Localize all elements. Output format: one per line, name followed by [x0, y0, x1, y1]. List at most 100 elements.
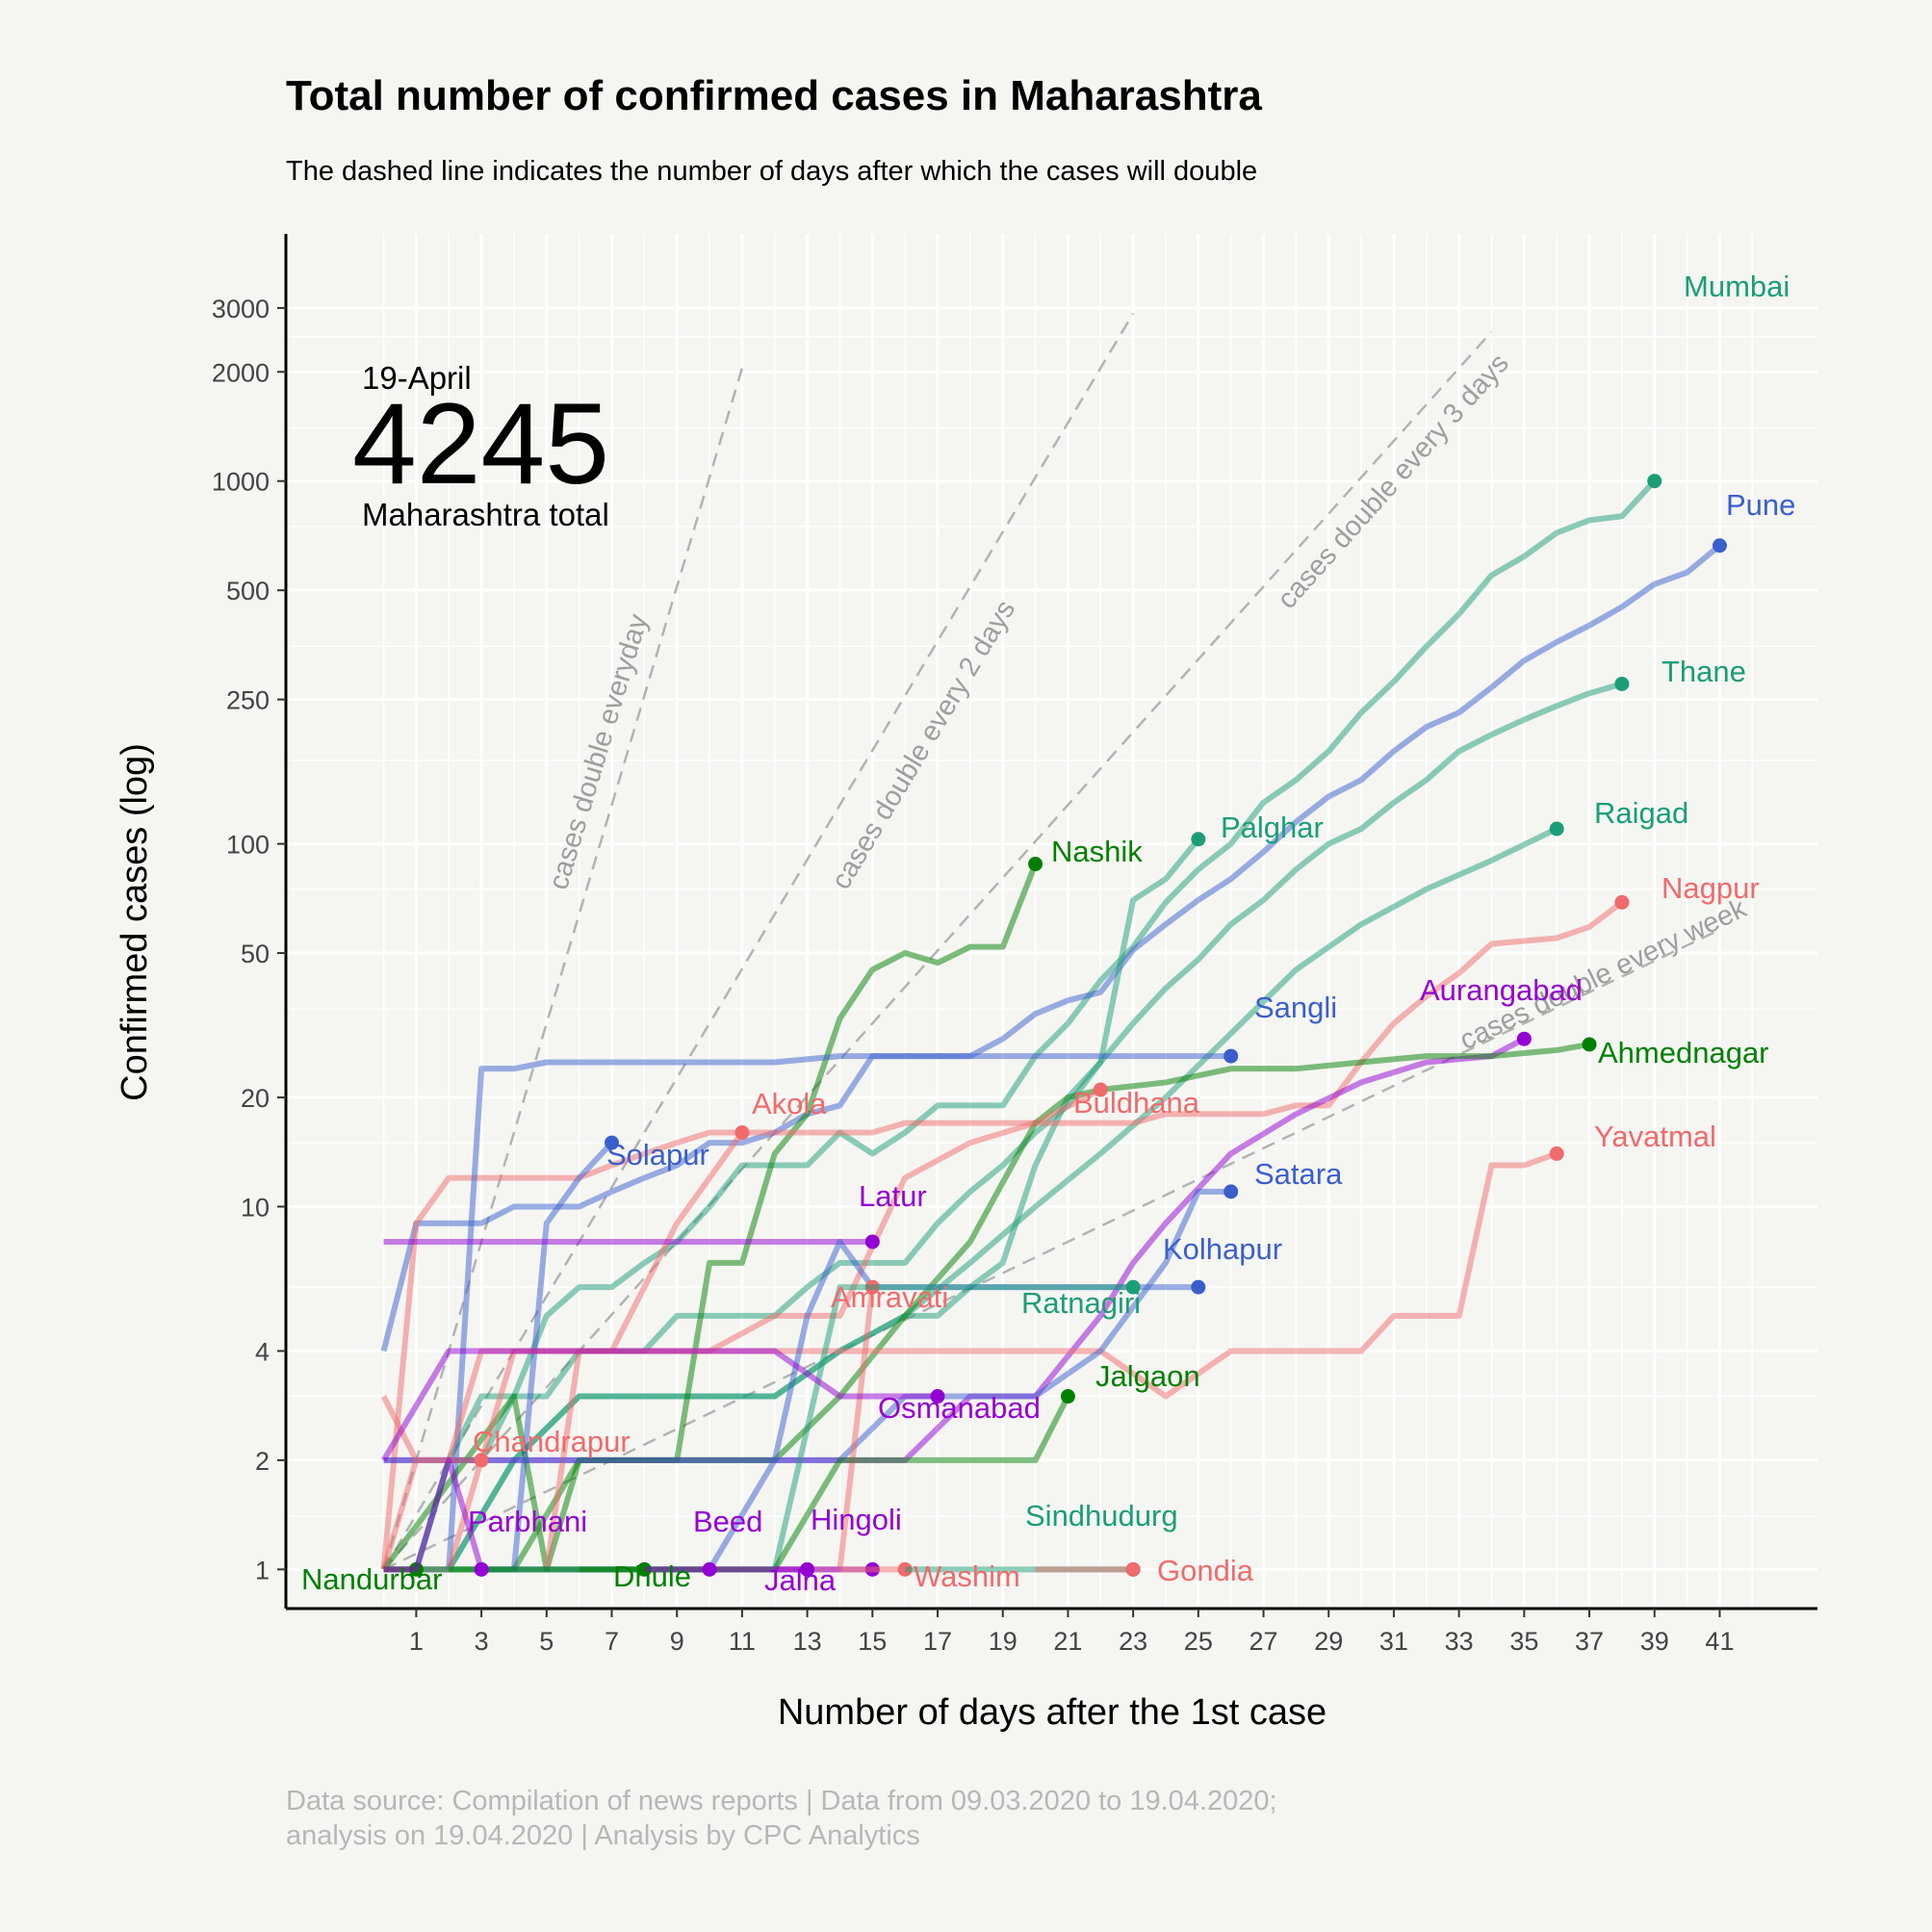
series-endpoint-raigad: [1549, 821, 1564, 837]
y-tick-label: 500: [226, 577, 270, 605]
y-tick-label: 1: [255, 1556, 270, 1584]
y-tick-label: 2: [255, 1447, 270, 1476]
x-tick-label: 27: [1249, 1627, 1278, 1656]
series-line-parbhani: [383, 1456, 484, 1573]
series-endpoint-aurangabad: [1516, 1031, 1532, 1046]
series-label-latur: Latur: [859, 1179, 927, 1213]
series-endpoint-satara: [1224, 1184, 1239, 1199]
grid: [286, 234, 1817, 1609]
x-tick-label: 1: [409, 1627, 424, 1656]
annotation-total: 4245: [352, 379, 609, 508]
doubling-line-label: cases double every 2 days: [826, 595, 1021, 894]
chart-subtitle: The dashed line indicates the number of …: [286, 156, 1257, 187]
series-endpoint-solapur: [605, 1135, 620, 1150]
series-label-nashik: Nashik: [1051, 835, 1143, 868]
y-tick-label: 4: [255, 1337, 270, 1366]
series-label-jalna: Jalna: [764, 1563, 837, 1597]
series-label-nagpur: Nagpur: [1662, 871, 1760, 905]
y-tick-label: 3000: [212, 295, 270, 323]
series-endpoint-sangli: [1224, 1048, 1239, 1064]
series-endpoint-parbhani: [474, 1561, 489, 1577]
x-tick-label: 15: [858, 1627, 887, 1656]
series-line-sangli: [446, 1053, 1231, 1570]
x-tick-label: 13: [793, 1627, 822, 1656]
x-tick-label: 39: [1640, 1627, 1669, 1656]
series-line-mumbai: [383, 478, 1657, 1573]
series-label-chandrapur: Chandrapur: [473, 1425, 631, 1458]
series-label-osmanabad: Osmanabad: [878, 1391, 1041, 1425]
series-endpoint-jalgaon: [1060, 1389, 1075, 1404]
series-endpoint-kolhapur: [1191, 1279, 1206, 1295]
x-tick-label: 3: [475, 1627, 489, 1656]
series-endpoint-pune: [1712, 538, 1727, 554]
x-tick-label: 37: [1575, 1627, 1604, 1656]
x-tick-label: 19: [989, 1627, 1018, 1656]
series-line-solapur: [510, 1141, 614, 1570]
x-tick-label: 11: [729, 1627, 756, 1656]
x-tick-label: 25: [1184, 1627, 1213, 1656]
series-label-aurangabad: Aurangabad: [1420, 973, 1583, 1007]
series-endpoint-nashik: [1028, 857, 1043, 872]
series-endpoint-mumbai: [1647, 474, 1662, 489]
x-tick-label: 17: [923, 1627, 952, 1656]
chart-title: Total number of confirmed cases in Mahar…: [286, 72, 1262, 119]
series-label-kolhapur: Kolhapur: [1163, 1232, 1282, 1266]
doubling-line-label: cases double everyday: [543, 610, 655, 893]
series-endpoint-gondia: [1125, 1561, 1141, 1577]
series-label-hingoli: Hingoli: [811, 1503, 902, 1536]
series-label-thane: Thane: [1662, 655, 1746, 688]
annotation-label: Maharashtra total: [362, 497, 609, 532]
y-tick-label: 50: [241, 940, 270, 968]
series-endpoint-yavatmal: [1549, 1146, 1564, 1161]
series-label-dhule: Dhule: [613, 1559, 691, 1593]
y-tick-label: 1000: [212, 468, 270, 497]
y-tick-label: 10: [241, 1193, 270, 1222]
x-tick-label: 7: [605, 1627, 619, 1656]
x-tick-label: 35: [1509, 1627, 1538, 1656]
series-endpoint-akola: [734, 1125, 750, 1141]
axes: 1 3 5 7 9 11 13 15 17 19 21 23 25 27 29 31 33 35 37 39 41124…: [212, 234, 1817, 1656]
series-label-akola: Akola: [752, 1087, 827, 1121]
series-label-beed: Beed: [693, 1505, 762, 1538]
x-tick-label: 29: [1314, 1627, 1343, 1656]
series-lines: [380, 474, 1727, 1577]
x-tick-label: 21: [1053, 1627, 1082, 1656]
series-label-ratnagiri: Ratnagiri: [1021, 1286, 1141, 1320]
caption-line-1: Data source: Compilation of news reports…: [286, 1786, 1277, 1816]
series-label-mumbai: Mumbai: [1684, 270, 1790, 303]
series-label-yavatmal: Yavatmal: [1594, 1120, 1716, 1153]
series-label-buldhana: Buldhana: [1073, 1086, 1200, 1120]
x-tick-label: 5: [539, 1627, 554, 1656]
y-tick-label: 250: [226, 686, 270, 715]
series-endpoint-latur: [864, 1234, 880, 1249]
series-label-pune: Pune: [1726, 488, 1795, 522]
series-label-sindhudurg: Sindhudurg: [1025, 1499, 1178, 1533]
x-tick-label: 23: [1119, 1627, 1147, 1656]
y-tick-label: 100: [226, 831, 270, 860]
series-label-jalgaon: Jalgaon: [1095, 1359, 1200, 1393]
series-endpoint-osmanabad: [930, 1389, 945, 1404]
series-line-buldhana: [383, 1087, 1102, 1573]
series-endpoint-nagpur: [1614, 894, 1630, 910]
annotation-date: 19-April: [362, 360, 472, 396]
doubling-line: [382, 368, 744, 1570]
series-label-ahmednagar: Ahmednagar: [1598, 1036, 1769, 1069]
series-label-palghar: Palghar: [1221, 811, 1324, 844]
series-endpoint-chandrapur: [474, 1453, 489, 1468]
series-label-nandurbar: Nandurbar: [301, 1562, 442, 1596]
x-tick-label: 9: [670, 1627, 684, 1656]
y-tick-label: 20: [241, 1084, 270, 1113]
series-labels: Mumbai Pune Thane Raigad Palghar Nashik Nagpur…: [301, 270, 1795, 1597]
series-label-parbhani: Parbhani: [468, 1505, 587, 1538]
series-label-satara: Satara: [1254, 1157, 1343, 1191]
series-endpoint-thane: [1614, 676, 1630, 691]
series-label-raigad: Raigad: [1594, 796, 1688, 830]
caption-line-2: analysis on 19.04.2020 | Analysis by CPC…: [286, 1820, 920, 1851]
series-line-osmanabad: [380, 1348, 939, 1462]
y-axis-title: Confirmed cases (log): [115, 743, 155, 1101]
x-tick-label: 31: [1379, 1627, 1408, 1656]
x-axis-title: Number of days after the 1st case: [778, 1692, 1327, 1733]
series-line-pune: [380, 543, 1722, 1352]
series-endpoint-palghar: [1191, 832, 1206, 847]
